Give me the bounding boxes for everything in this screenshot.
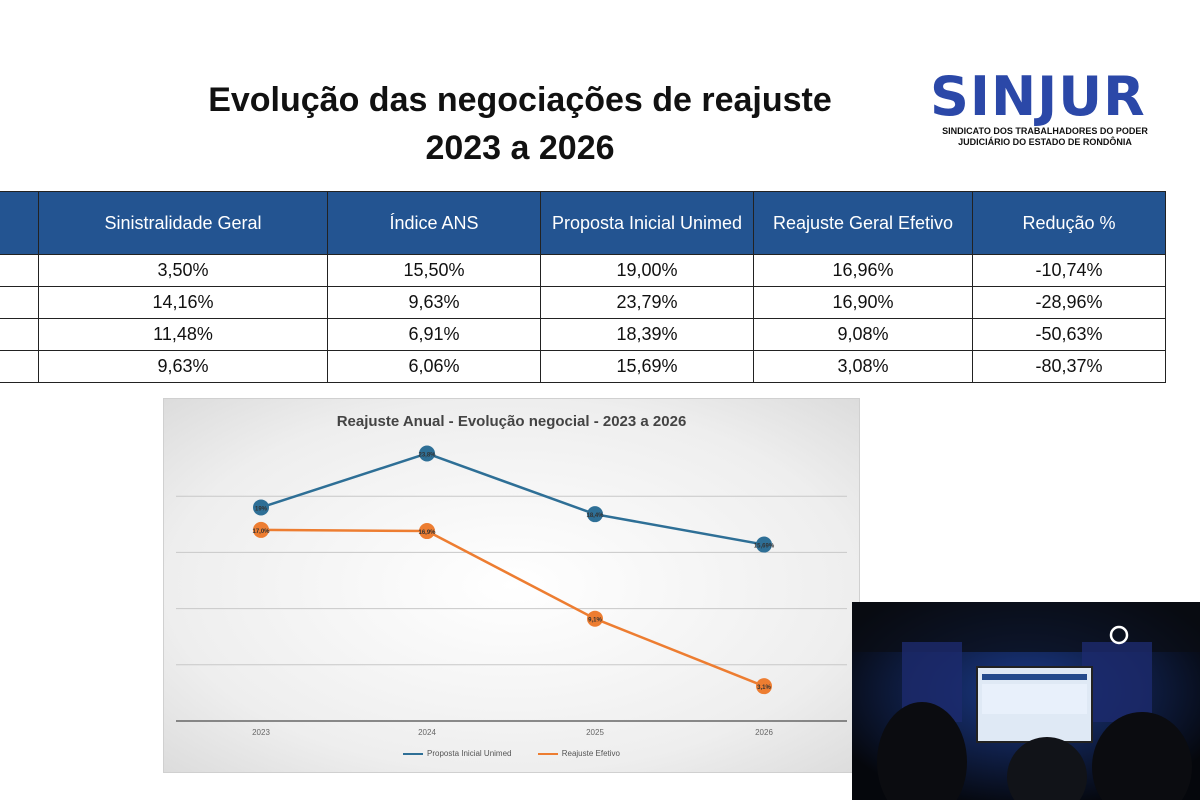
data-label: 17,0% <box>252 529 270 535</box>
cell-reajuste-efetivo: 16,96% <box>753 254 973 287</box>
cell-indice-ans: 9,63% <box>327 286 541 319</box>
data-label: 18,4% <box>586 513 604 519</box>
cell-proposta-inicial: 23,79% <box>540 286 754 319</box>
line-chart: Reajuste Anual - Evolução negocial - 202… <box>163 398 860 773</box>
data-label: 15,69% <box>754 544 775 550</box>
table-row: 3,50% 15,50% 19,00% 16,96% -10,74% <box>0 254 1166 287</box>
cell-indice-ans: 6,06% <box>327 350 541 383</box>
x-tick-label: 2023 <box>252 728 270 737</box>
legend-label-efetivo: Reajuste Efetivo <box>561 749 620 758</box>
header-reajuste-efetivo: Reajuste Geral Efetivo <box>753 191 973 255</box>
cell-year <box>0 286 39 319</box>
x-tick-label: 2026 <box>755 728 773 737</box>
logo-subtitle-1: SINDICATO DOS TRABALHADORES DO PODER <box>942 126 1148 136</box>
data-label: 16,9% <box>418 530 436 536</box>
legend-label-proposta: Proposta Inicial Unimed <box>427 749 512 758</box>
cell-reducao: -50,63% <box>972 318 1166 351</box>
page-title: Evolução das negociações de reajuste <box>208 81 832 119</box>
logo-name: SINJUR <box>930 65 1146 128</box>
chart-plot-area: 2023 2024 2025 2026 19% 23,8% 18,4% 15,69% 17,0%… <box>176 445 847 737</box>
record-indicator-icon <box>1109 625 1129 645</box>
data-label: 9,1% <box>588 618 602 624</box>
table-row: 9,63% 6,06% 15,69% 3,08% -80,37% <box>0 350 1166 383</box>
header-year <box>0 191 39 255</box>
cell-indice-ans: 15,50% <box>327 254 541 287</box>
cell-sinistralidade: 9,63% <box>38 350 328 383</box>
cell-indice-ans: 6,91% <box>327 318 541 351</box>
data-point <box>756 536 772 553</box>
cell-reajuste-efetivo: 16,90% <box>753 286 973 319</box>
cell-reducao: -10,74% <box>972 254 1166 287</box>
chart-title: Reajuste Anual - Evolução negocial - 202… <box>336 413 687 430</box>
data-point <box>756 678 772 695</box>
cell-proposta-inicial: 15,69% <box>540 350 754 383</box>
negotiation-table: Sinistralidade Geral Índice ANS Proposta… <box>0 191 1166 383</box>
data-point <box>587 610 603 627</box>
cell-sinistralidade: 11,48% <box>38 318 328 351</box>
cell-sinistralidade: 14,16% <box>38 286 328 319</box>
table-row: 11,48% 6,91% 18,39% 9,08% -50,63% <box>0 318 1166 351</box>
data-point <box>587 506 603 523</box>
header-sinistralidade: Sinistralidade Geral <box>38 191 328 255</box>
legend-item-efetivo: Reajuste Efetivo <box>537 749 620 758</box>
cell-proposta-inicial: 19,00% <box>540 254 754 287</box>
data-label: 3,1% <box>757 685 771 691</box>
legend-item-proposta: Proposta Inicial Unimed <box>403 749 511 758</box>
series-line-1 <box>260 528 765 688</box>
x-tick-label: 2024 <box>418 728 436 737</box>
cell-reajuste-efetivo: 3,08% <box>753 350 973 383</box>
data-point <box>253 521 269 538</box>
logo-subtitle-2: JUDICIÁRIO DO ESTADO DE RONDÔNIA <box>958 137 1132 147</box>
video-call-overlay[interactable] <box>852 602 1200 800</box>
table-row: 14,16% 9,63% 23,79% 16,90% -28,96% <box>0 286 1166 319</box>
series-line-0 <box>260 452 765 546</box>
chart-legend: Proposta Inicial Unimed Reajuste Efetivo <box>164 749 859 758</box>
header-indice-ans: Índice ANS <box>327 191 541 255</box>
video-feed <box>852 602 1200 800</box>
cell-reducao: -80,37% <box>972 350 1166 383</box>
sinjur-logo: SINJUR SINDICATO DOS TRABALHADORES DO PO… <box>930 68 1170 148</box>
cell-reajuste-efetivo: 9,08% <box>753 318 973 351</box>
data-point <box>253 499 269 516</box>
data-label: 19% <box>255 506 268 512</box>
data-point <box>419 445 435 462</box>
cell-year <box>0 350 39 383</box>
table-header-row: Sinistralidade Geral Índice ANS Proposta… <box>0 191 1166 255</box>
page-subtitle: 2023 a 2026 <box>425 129 615 167</box>
legend-swatch-efetivo <box>537 752 558 755</box>
header-proposta-inicial: Proposta Inicial Unimed <box>540 191 754 255</box>
cell-reducao: -28,96% <box>972 286 1166 319</box>
header-reducao: Redução % <box>972 191 1166 255</box>
cell-year <box>0 318 39 351</box>
cell-sinistralidade: 3,50% <box>38 254 328 287</box>
data-point <box>419 523 435 540</box>
cell-year <box>0 254 39 287</box>
cell-proposta-inicial: 18,39% <box>540 318 754 351</box>
legend-swatch-proposta <box>403 752 423 755</box>
x-tick-label: 2025 <box>586 728 604 737</box>
data-label: 23,8% <box>418 452 436 458</box>
